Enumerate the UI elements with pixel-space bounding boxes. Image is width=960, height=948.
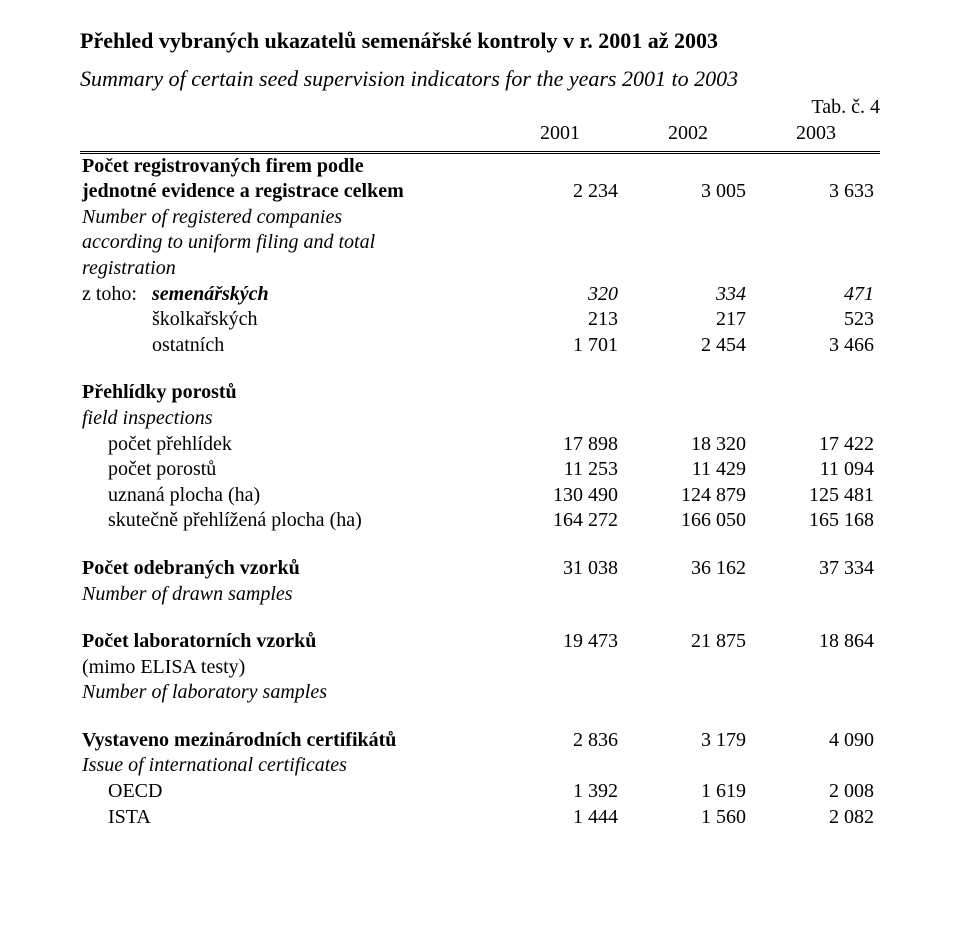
prehl-en: field inspections bbox=[80, 406, 496, 432]
table-row: z toho: školkařských 213 217 523 bbox=[80, 307, 880, 333]
cert-y3: 4 090 bbox=[752, 728, 880, 754]
oecd-label: OECD bbox=[80, 779, 496, 805]
skolk-y1: 213 bbox=[496, 307, 624, 333]
seminar-y2: 334 bbox=[624, 282, 752, 308]
cert-y2: 3 179 bbox=[624, 728, 752, 754]
z-toho-row: z toho: semenářských bbox=[80, 282, 496, 308]
cert-en: Issue of international certificates bbox=[80, 753, 496, 779]
header-year-1: 2001 bbox=[496, 121, 624, 152]
reg-total-y1: 2 234 bbox=[496, 179, 624, 205]
header-year-3: 2003 bbox=[752, 121, 880, 152]
lab-mid: (mimo ELISA testy) bbox=[80, 655, 496, 681]
skolk-y3: 523 bbox=[752, 307, 880, 333]
pocet-porostu-label: počet porostů bbox=[80, 457, 496, 483]
page-subtitle: Summary of certain seed supervision indi… bbox=[80, 66, 880, 92]
table-row: Number of drawn samples bbox=[80, 582, 880, 608]
reg-firms-en1: Number of registered companies bbox=[80, 205, 496, 231]
prehl-title: Přehlídky porostů bbox=[80, 380, 496, 406]
uznana-y2: 124 879 bbox=[624, 483, 752, 509]
table-number: Tab. č. 4 bbox=[80, 96, 880, 119]
table-row: Vystaveno mezinárodních certifikátů 2 83… bbox=[80, 728, 880, 754]
table-row: Počet odebraných vzorků 31 038 36 162 37… bbox=[80, 556, 880, 582]
table-row: počet přehlídek 17 898 18 320 17 422 bbox=[80, 432, 880, 458]
pocet-prehl-y1: 17 898 bbox=[496, 432, 624, 458]
odeb-y3: 37 334 bbox=[752, 556, 880, 582]
table-row: registration bbox=[80, 256, 880, 282]
table-row: počet porostů 11 253 11 429 11 094 bbox=[80, 457, 880, 483]
table-row: Přehlídky porostů bbox=[80, 380, 880, 406]
reg-total-y3: 3 633 bbox=[752, 179, 880, 205]
pocet-prehl-label: počet přehlídek bbox=[80, 432, 496, 458]
table-row: Issue of international certificates bbox=[80, 753, 880, 779]
uznana-y1: 130 490 bbox=[496, 483, 624, 509]
table-row: skutečně přehlížená plocha (ha) 164 272 … bbox=[80, 508, 880, 534]
table-row: OECD 1 392 1 619 2 008 bbox=[80, 779, 880, 805]
ostatni-y1: 1 701 bbox=[496, 333, 624, 359]
reg-firms-line1: Počet registrovaných firem podle bbox=[80, 152, 496, 179]
z-toho-label: z toho: bbox=[82, 283, 137, 305]
table-row: uznaná plocha (ha) 130 490 124 879 125 4… bbox=[80, 483, 880, 509]
lab-y1: 19 473 bbox=[496, 629, 624, 655]
ostatni-label: ostatních bbox=[152, 334, 224, 356]
odeb-y2: 36 162 bbox=[624, 556, 752, 582]
lab-cz: Počet laboratorních vzorků bbox=[80, 629, 496, 655]
table-row: field inspections bbox=[80, 406, 880, 432]
skolk-label: školkařských bbox=[152, 308, 258, 330]
ostatni-row: z toho: ostatních bbox=[80, 333, 496, 359]
odeb-en: Number of drawn samples bbox=[80, 582, 496, 608]
skolk-row: z toho: školkařských bbox=[80, 307, 496, 333]
table-header-row: 2001 2002 2003 bbox=[80, 121, 880, 152]
lab-en: Number of laboratory samples bbox=[80, 680, 496, 706]
table-row: jednotné evidence a registrace celkem 2 … bbox=[80, 179, 880, 205]
table-row: Počet laboratorních vzorků 19 473 21 875… bbox=[80, 629, 880, 655]
seminar-y3: 471 bbox=[752, 282, 880, 308]
reg-firms-en3: registration bbox=[80, 256, 496, 282]
skut-label: skutečně přehlížená plocha (ha) bbox=[80, 508, 496, 534]
table-row: z toho: ostatních 1 701 2 454 3 466 bbox=[80, 333, 880, 359]
page-title: Přehled vybraných ukazatelů semenářské k… bbox=[80, 28, 880, 54]
header-year-2: 2002 bbox=[624, 121, 752, 152]
reg-firms-line2: jednotné evidence a registrace celkem bbox=[80, 179, 496, 205]
uznana-label: uznaná plocha (ha) bbox=[80, 483, 496, 509]
table-row: ISTA 1 444 1 560 2 082 bbox=[80, 805, 880, 831]
indicators-table: 2001 2002 2003 Počet registrovaných fire… bbox=[80, 121, 880, 830]
pocet-porostu-y3: 11 094 bbox=[752, 457, 880, 483]
table-row: Počet registrovaných firem podle bbox=[80, 152, 880, 179]
table-row: according to uniform filing and total bbox=[80, 230, 880, 256]
lab-y3: 18 864 bbox=[752, 629, 880, 655]
pocet-porostu-y2: 11 429 bbox=[624, 457, 752, 483]
skut-y2: 166 050 bbox=[624, 508, 752, 534]
odeb-y1: 31 038 bbox=[496, 556, 624, 582]
ista-label: ISTA bbox=[80, 805, 496, 831]
ostatni-y2: 2 454 bbox=[624, 333, 752, 359]
table-row: Number of laboratory samples bbox=[80, 680, 880, 706]
oecd-y1: 1 392 bbox=[496, 779, 624, 805]
cert-cz: Vystaveno mezinárodních certifikátů bbox=[80, 728, 496, 754]
skut-y3: 165 168 bbox=[752, 508, 880, 534]
skolk-y2: 217 bbox=[624, 307, 752, 333]
ostatni-y3: 3 466 bbox=[752, 333, 880, 359]
reg-total-y2: 3 005 bbox=[624, 179, 752, 205]
uznana-y3: 125 481 bbox=[752, 483, 880, 509]
pocet-prehl-y3: 17 422 bbox=[752, 432, 880, 458]
table-row: z toho: semenářských 320 334 471 bbox=[80, 282, 880, 308]
oecd-y2: 1 619 bbox=[624, 779, 752, 805]
cert-y1: 2 836 bbox=[496, 728, 624, 754]
oecd-y3: 2 008 bbox=[752, 779, 880, 805]
ista-y1: 1 444 bbox=[496, 805, 624, 831]
seminar-label: semenářských bbox=[152, 283, 269, 305]
table-row: (mimo ELISA testy) bbox=[80, 655, 880, 681]
seminar-y1: 320 bbox=[496, 282, 624, 308]
table-row: Number of registered companies bbox=[80, 205, 880, 231]
reg-firms-en2: according to uniform filing and total bbox=[80, 230, 496, 256]
pocet-prehl-y2: 18 320 bbox=[624, 432, 752, 458]
pocet-porostu-y1: 11 253 bbox=[496, 457, 624, 483]
odeb-cz: Počet odebraných vzorků bbox=[80, 556, 496, 582]
ista-y3: 2 082 bbox=[752, 805, 880, 831]
skut-y1: 164 272 bbox=[496, 508, 624, 534]
ista-y2: 1 560 bbox=[624, 805, 752, 831]
lab-y2: 21 875 bbox=[624, 629, 752, 655]
header-empty bbox=[80, 121, 496, 152]
